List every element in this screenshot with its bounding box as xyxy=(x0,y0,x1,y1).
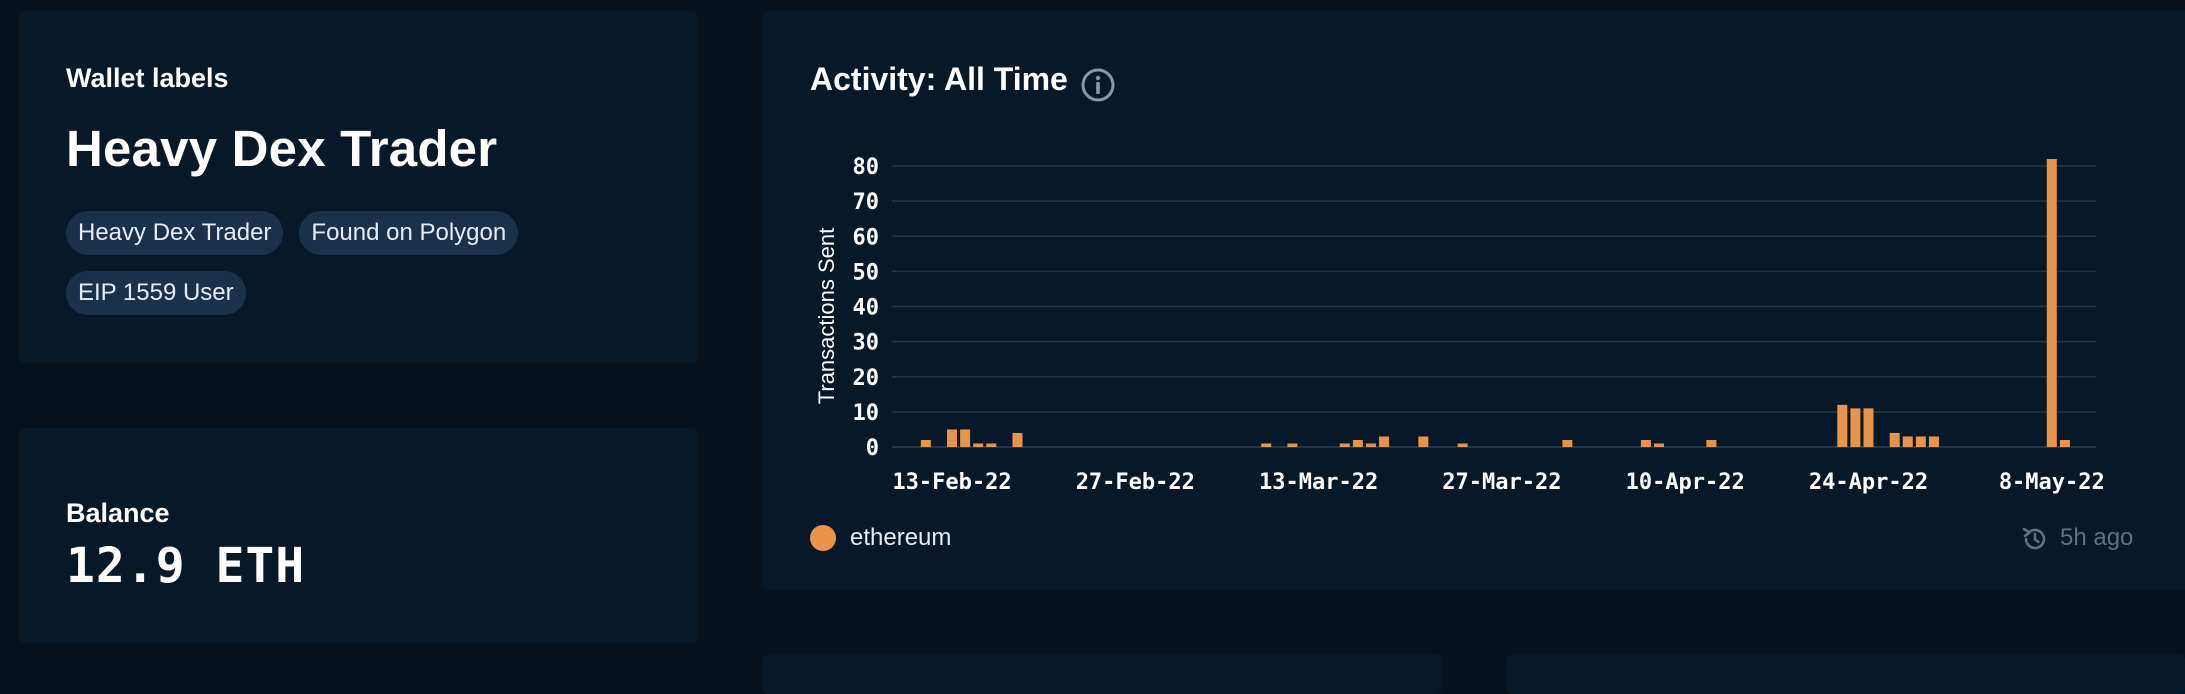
chart-bar[interactable] xyxy=(1287,443,1298,447)
chart-bar[interactable] xyxy=(973,443,984,447)
chart-bar[interactable] xyxy=(1352,439,1363,447)
label-tag[interactable]: Found on Polygon xyxy=(299,211,519,255)
chart-bar[interactable] xyxy=(1261,443,1272,447)
wallet-labels-card: Wallet labels Heavy Dex Trader Heavy Dex… xyxy=(19,11,698,363)
chart-bar[interactable] xyxy=(1915,436,1926,447)
balance-heading: Balance xyxy=(66,498,170,528)
chart-bar[interactable] xyxy=(1012,432,1023,447)
y-tick-label: 0 xyxy=(866,436,879,461)
chart-bar[interactable] xyxy=(1457,443,1468,447)
x-tick-label: 10-Apr-22 xyxy=(1626,470,1745,495)
chart-bar[interactable] xyxy=(1889,432,1900,447)
chart-bar[interactable] xyxy=(1928,436,1939,447)
bottom-card-left xyxy=(762,654,1442,694)
balance-value: 12.9 ETH xyxy=(66,538,306,594)
activity-title: Activity: All Time xyxy=(810,61,1068,97)
chart-bar[interactable] xyxy=(1902,436,1913,447)
y-tick-label: 80 xyxy=(853,155,880,180)
label-tag[interactable]: EIP 1559 User xyxy=(66,271,246,315)
x-tick-label: 8-May-22 xyxy=(1999,470,2105,495)
chart-bar[interactable] xyxy=(2059,439,2070,447)
chart-bar[interactable] xyxy=(1850,408,1861,447)
label-tag[interactable]: Heavy Dex Trader xyxy=(66,211,284,255)
chart-bar[interactable] xyxy=(1863,408,1874,447)
legend-swatch-ethereum xyxy=(810,525,836,551)
chart-bar[interactable] xyxy=(1837,404,1848,447)
y-tick-label: 10 xyxy=(853,401,880,426)
y-axis-title: Transactions Sent xyxy=(814,228,839,405)
refresh-clock-icon[interactable] xyxy=(2021,525,2049,553)
y-tick-label: 40 xyxy=(853,296,880,321)
x-tick-label: 24-Apr-22 xyxy=(1809,470,1928,495)
x-tick-label: 13-Feb-22 xyxy=(892,470,1011,495)
y-tick-label: 20 xyxy=(853,366,880,391)
y-tick-label: 60 xyxy=(853,225,880,250)
bottom-card-right xyxy=(1506,654,2185,694)
chart-bar[interactable] xyxy=(2046,158,2057,447)
info-circle-icon[interactable] xyxy=(1080,67,1116,103)
chart-bar[interactable] xyxy=(960,429,971,447)
chart-bar[interactable] xyxy=(1706,439,1717,447)
x-tick-label: 27-Mar-22 xyxy=(1442,470,1561,495)
x-tick-label: 27-Feb-22 xyxy=(1076,470,1195,495)
activity-card: Activity: All Time 0 10 20 30 40 50 60 70 80 13-… xyxy=(762,11,2185,591)
primary-wallet-label: Heavy Dex Trader xyxy=(66,120,498,177)
activity-bar-chart: 0 10 20 30 40 50 60 70 80 13-Feb-22 27-Feb-22 13-M… xyxy=(814,155,2105,495)
last-updated-text: 5h ago xyxy=(2060,524,2134,551)
chart-bar[interactable] xyxy=(1339,443,1350,447)
y-tick-label: 70 xyxy=(853,190,880,215)
x-tick-label: 13-Mar-22 xyxy=(1259,470,1378,495)
chart-bar[interactable] xyxy=(1640,439,1651,447)
chart-bar[interactable] xyxy=(947,429,957,447)
balance-card: Balance 12.9 ETH xyxy=(19,428,698,643)
chart-bar[interactable] xyxy=(1418,436,1429,447)
y-tick-label: 30 xyxy=(853,331,880,356)
y-tick-label: 50 xyxy=(853,260,880,285)
wallet-labels-heading: Wallet labels xyxy=(66,63,229,93)
chart-bar[interactable] xyxy=(1379,436,1390,447)
chart-bar[interactable] xyxy=(986,443,997,447)
chart-bar[interactable] xyxy=(1365,443,1376,447)
chart-bar[interactable] xyxy=(1654,443,1665,447)
chart-bar[interactable] xyxy=(920,439,931,447)
legend-label-ethereum[interactable]: ethereum xyxy=(850,524,952,551)
label-tags: Heavy Dex Trader Found on Polygon EIP 155… xyxy=(66,211,666,331)
chart-bar[interactable] xyxy=(1562,439,1573,447)
